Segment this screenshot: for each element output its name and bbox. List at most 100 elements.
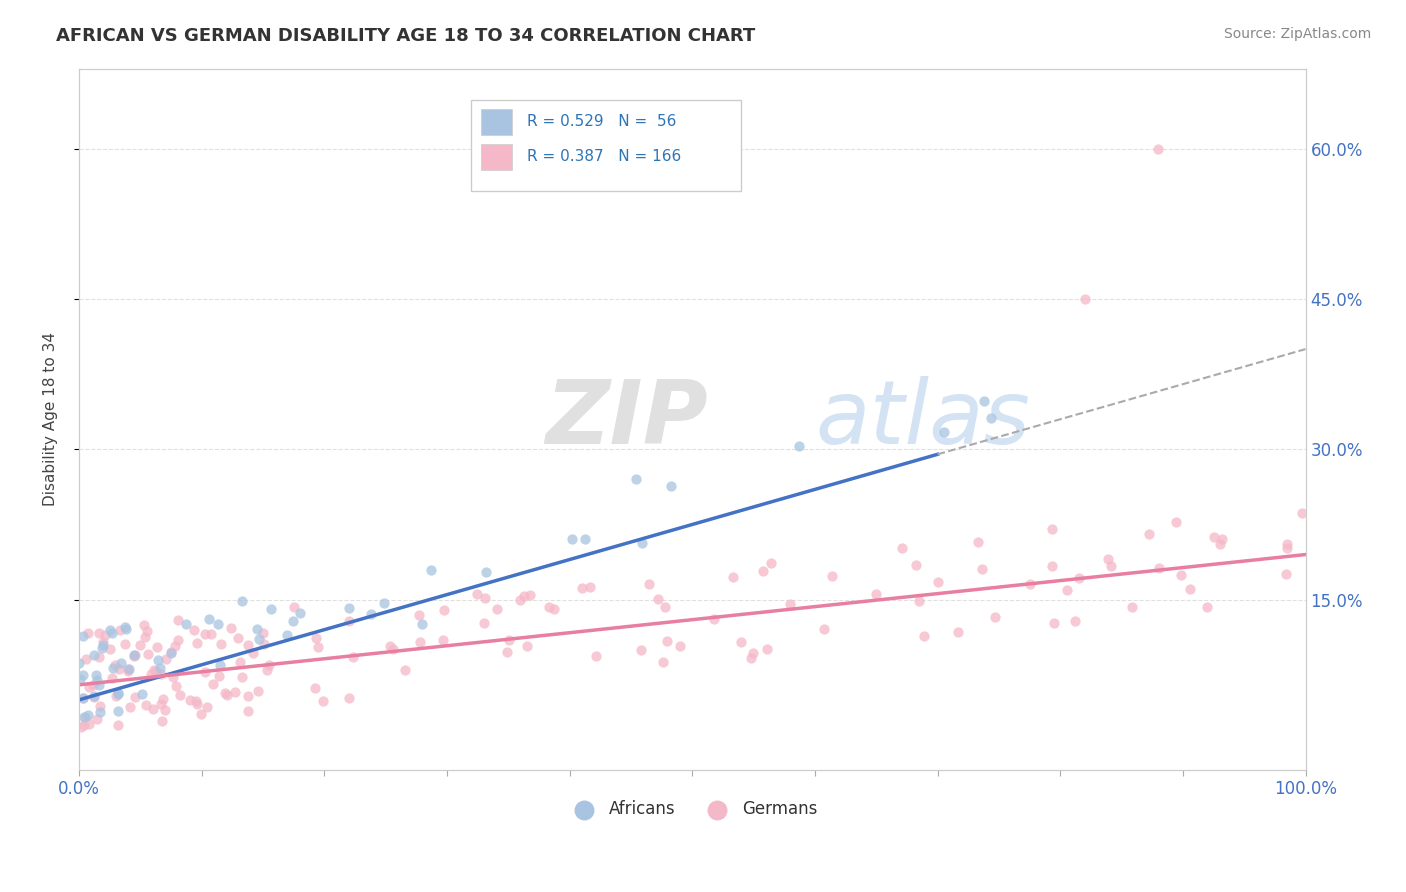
Point bbox=[1040, 559, 1063, 574]
Point bbox=[190, 706, 212, 721]
Point bbox=[135, 698, 157, 712]
Point bbox=[200, 627, 222, 641]
Point bbox=[281, 614, 304, 628]
Point bbox=[373, 596, 395, 610]
Point bbox=[486, 602, 509, 616]
Point bbox=[169, 688, 191, 702]
Point bbox=[208, 658, 231, 673]
Point bbox=[1275, 566, 1298, 581]
Point bbox=[498, 633, 520, 648]
Point bbox=[516, 639, 538, 653]
Point bbox=[242, 646, 264, 660]
Point bbox=[142, 663, 165, 677]
Text: ZIP: ZIP bbox=[546, 376, 707, 463]
Point bbox=[1180, 582, 1202, 596]
Point bbox=[167, 632, 190, 647]
Point bbox=[86, 712, 108, 726]
Point bbox=[543, 602, 565, 616]
Point bbox=[408, 607, 430, 622]
Point bbox=[149, 698, 172, 712]
Point bbox=[75, 652, 97, 666]
Point bbox=[932, 425, 955, 439]
Point bbox=[1099, 559, 1122, 574]
Point bbox=[107, 686, 129, 700]
Point bbox=[89, 698, 111, 713]
Point bbox=[411, 616, 433, 631]
Point bbox=[276, 628, 298, 642]
Point bbox=[1137, 527, 1160, 541]
Point bbox=[73, 710, 96, 724]
Point bbox=[1043, 615, 1066, 630]
Point bbox=[122, 649, 145, 664]
Point bbox=[973, 394, 995, 409]
Point bbox=[980, 411, 1002, 425]
Point bbox=[93, 635, 115, 649]
Point bbox=[312, 694, 335, 708]
Point bbox=[104, 689, 127, 703]
Point bbox=[134, 630, 156, 644]
Bar bbox=[481, 144, 512, 170]
Point bbox=[101, 671, 124, 685]
Point bbox=[304, 681, 326, 695]
Point bbox=[128, 638, 150, 652]
Point bbox=[474, 591, 496, 605]
Legend: Africans, Germans: Africans, Germans bbox=[561, 794, 824, 825]
Point bbox=[307, 640, 329, 655]
Point bbox=[256, 663, 278, 677]
Point bbox=[787, 439, 810, 453]
Point bbox=[72, 629, 94, 643]
Point bbox=[160, 644, 183, 658]
Point bbox=[1063, 615, 1085, 629]
Bar bbox=[481, 109, 512, 136]
Point bbox=[561, 532, 583, 546]
Point bbox=[624, 472, 647, 486]
Point bbox=[184, 694, 207, 708]
Point bbox=[69, 673, 91, 687]
Point bbox=[122, 648, 145, 662]
Point bbox=[432, 633, 454, 648]
Point bbox=[142, 702, 165, 716]
Point bbox=[118, 700, 141, 714]
Point bbox=[124, 648, 146, 662]
Point bbox=[207, 616, 229, 631]
Point bbox=[117, 664, 139, 678]
Point bbox=[163, 639, 186, 653]
Point bbox=[195, 699, 218, 714]
Point bbox=[668, 639, 690, 653]
Point bbox=[419, 563, 441, 577]
Point bbox=[983, 610, 1005, 624]
Point bbox=[247, 632, 270, 646]
Point bbox=[179, 693, 201, 707]
Y-axis label: Disability Age 18 to 34: Disability Age 18 to 34 bbox=[44, 332, 58, 507]
Point bbox=[252, 626, 274, 640]
Point bbox=[1121, 599, 1143, 614]
Point bbox=[342, 650, 364, 665]
Point bbox=[433, 603, 456, 617]
Point bbox=[73, 718, 96, 732]
Point bbox=[150, 666, 173, 681]
Point bbox=[114, 620, 136, 634]
Point bbox=[166, 679, 188, 693]
Point bbox=[162, 670, 184, 684]
Point bbox=[1147, 561, 1170, 575]
Point bbox=[305, 631, 328, 645]
Point bbox=[905, 558, 928, 573]
Point bbox=[703, 612, 725, 626]
Point bbox=[150, 714, 173, 728]
Point bbox=[948, 624, 970, 639]
Point bbox=[69, 657, 91, 671]
Point bbox=[103, 660, 125, 674]
Point bbox=[194, 665, 217, 679]
Point bbox=[229, 656, 252, 670]
Point bbox=[231, 670, 253, 684]
Point bbox=[721, 569, 744, 583]
Point bbox=[94, 627, 117, 641]
Text: atlas: atlas bbox=[815, 376, 1029, 462]
Point bbox=[755, 642, 778, 657]
Point bbox=[1275, 541, 1298, 555]
Point bbox=[742, 646, 765, 660]
Point bbox=[631, 536, 654, 550]
Point bbox=[136, 647, 159, 661]
Point bbox=[98, 623, 121, 637]
FancyBboxPatch shape bbox=[471, 100, 741, 191]
